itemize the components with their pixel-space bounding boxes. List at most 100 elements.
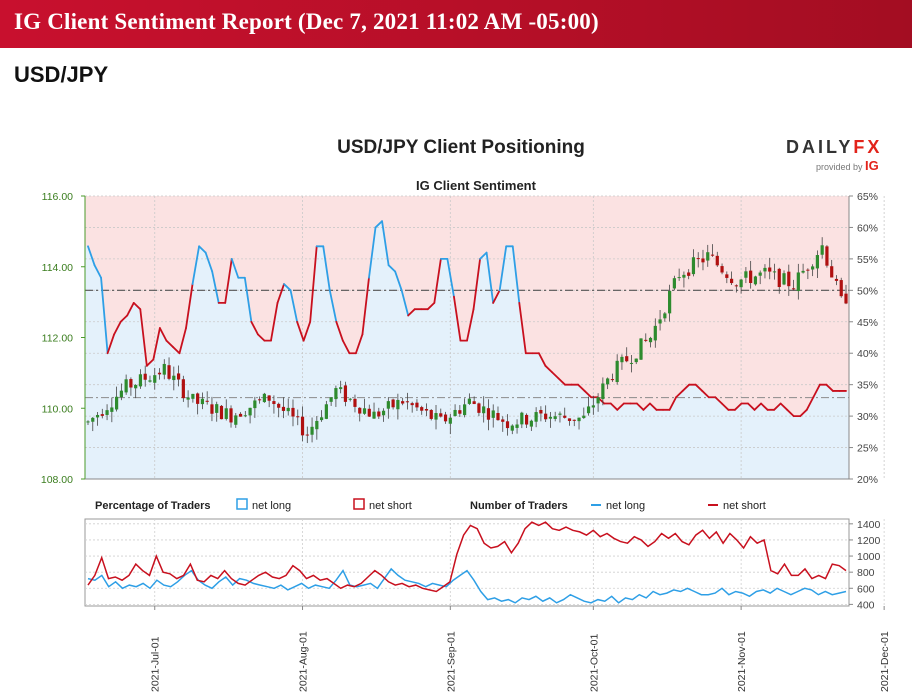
- candle-body: [477, 403, 481, 413]
- sentiment-line-segment: [694, 383, 704, 392]
- sentiment-line-segment: [472, 257, 481, 311]
- candle-body: [787, 271, 791, 287]
- candle-body: [796, 272, 800, 292]
- candle-body: [486, 408, 491, 420]
- candle-body: [186, 397, 190, 400]
- candle-body: [677, 277, 681, 279]
- candle-body: [167, 365, 171, 379]
- lower-right-tick-label: 1000: [857, 551, 881, 563]
- candle-body: [739, 279, 743, 288]
- candle-body: [148, 380, 152, 382]
- candle-body: [381, 410, 386, 416]
- candle-body: [429, 409, 433, 419]
- count-line-net-short: [87, 521, 847, 593]
- candle-body: [544, 413, 548, 420]
- sentiment-line-segment: [368, 226, 377, 279]
- x-tick-label: 2021-Jul-01: [150, 636, 162, 692]
- sentiment-line-segment: [668, 396, 678, 411]
- candle-body: [339, 387, 343, 390]
- candle-body: [601, 383, 605, 399]
- candle-body: [405, 401, 410, 403]
- x-tick-label: 2021-Oct-01: [588, 633, 600, 692]
- candle-body: [420, 407, 424, 411]
- candle-body: [610, 379, 615, 381]
- sentiment-line-segment: [289, 289, 299, 323]
- left-tick-label: 110.00: [42, 403, 73, 415]
- sentiment-line-segment: [270, 302, 279, 342]
- candle-body: [496, 412, 500, 421]
- candle-body: [815, 255, 819, 269]
- sentiment-line-segment: [355, 333, 364, 355]
- sentiment-line-segment: [433, 257, 442, 304]
- sentiment-line-segment: [361, 276, 370, 336]
- candle-body: [86, 421, 90, 423]
- sentiment-line-segment: [87, 245, 96, 267]
- candle-body: [315, 420, 319, 430]
- candle-body: [639, 338, 643, 360]
- candle-body: [100, 414, 104, 416]
- candle-body: [753, 276, 758, 285]
- lower-panel-frame: [84, 518, 850, 607]
- sentiment-line-segment: [335, 320, 344, 342]
- candle-body: [262, 393, 266, 403]
- sentiment-line-segment: [243, 276, 253, 323]
- left-tick-label: 116.00: [42, 191, 73, 203]
- candle-body: [701, 258, 705, 263]
- logo-provided-by: provided by IG: [816, 158, 879, 173]
- candle-body: [505, 421, 510, 429]
- sentiment-line-segment: [466, 308, 475, 342]
- sentiment-line-segment: [302, 320, 312, 342]
- sentiment-line-segment: [106, 333, 116, 355]
- sentiment-line-segment: [250, 320, 259, 336]
- sentiment-line-segment: [139, 308, 148, 367]
- right-tick-label: 55%: [857, 254, 878, 266]
- candle-body: [196, 393, 200, 404]
- sentiment-line-segment: [675, 390, 684, 399]
- candle-body: [248, 407, 252, 416]
- x-tick-label: 2021-Aug-01: [298, 631, 310, 692]
- sentiment-line-segment: [720, 402, 730, 411]
- candle-body: [343, 385, 348, 402]
- candle-body: [334, 388, 338, 400]
- candle-body: [634, 358, 638, 363]
- candle-body: [448, 417, 452, 424]
- candle-body: [272, 401, 276, 405]
- candle-body: [91, 417, 95, 422]
- legend-percentage-title: Percentage of Traders: [95, 500, 211, 512]
- net-long-area: [85, 221, 849, 479]
- candle-body: [415, 402, 419, 408]
- candle-body: [520, 412, 524, 425]
- candle-body: [377, 411, 381, 417]
- banner-title: IG Client Sentiment Report (Dec 7, 2021 …: [14, 9, 599, 34]
- sentiment-line-segment: [544, 364, 553, 373]
- candle-body: [138, 374, 143, 387]
- sentiment-line-segment: [492, 289, 501, 304]
- candle-body: [200, 398, 205, 405]
- candle-body: [582, 415, 586, 419]
- sentiment-line-segment: [714, 396, 723, 405]
- candle-body: [782, 273, 786, 285]
- candle-body: [391, 399, 395, 408]
- candle-body: [157, 372, 162, 375]
- sentiment-line-segment: [256, 333, 266, 342]
- candle-body: [524, 414, 529, 425]
- right-tick-label: 45%: [857, 317, 878, 329]
- candle-body: [515, 424, 519, 428]
- sentiment-line-segment: [322, 245, 331, 292]
- sentiment-line-segment: [381, 220, 390, 267]
- right-tick-label: 30%: [857, 411, 878, 423]
- sentiment-line-segment: [426, 302, 436, 311]
- sentiment-line-segment: [400, 289, 410, 317]
- candle-body: [124, 379, 128, 393]
- sentiment-line-segment: [747, 402, 756, 411]
- candle-body: [591, 405, 595, 408]
- sentiment-line-segment: [551, 371, 560, 380]
- candle-body: [729, 278, 734, 284]
- candle-body: [348, 398, 352, 400]
- candle-body: [267, 395, 271, 401]
- candle-body: [362, 408, 367, 414]
- sentiment-line-segment: [805, 396, 815, 411]
- sentiment-line-segment: [132, 302, 142, 311]
- right-tick-label: 25%: [857, 443, 878, 455]
